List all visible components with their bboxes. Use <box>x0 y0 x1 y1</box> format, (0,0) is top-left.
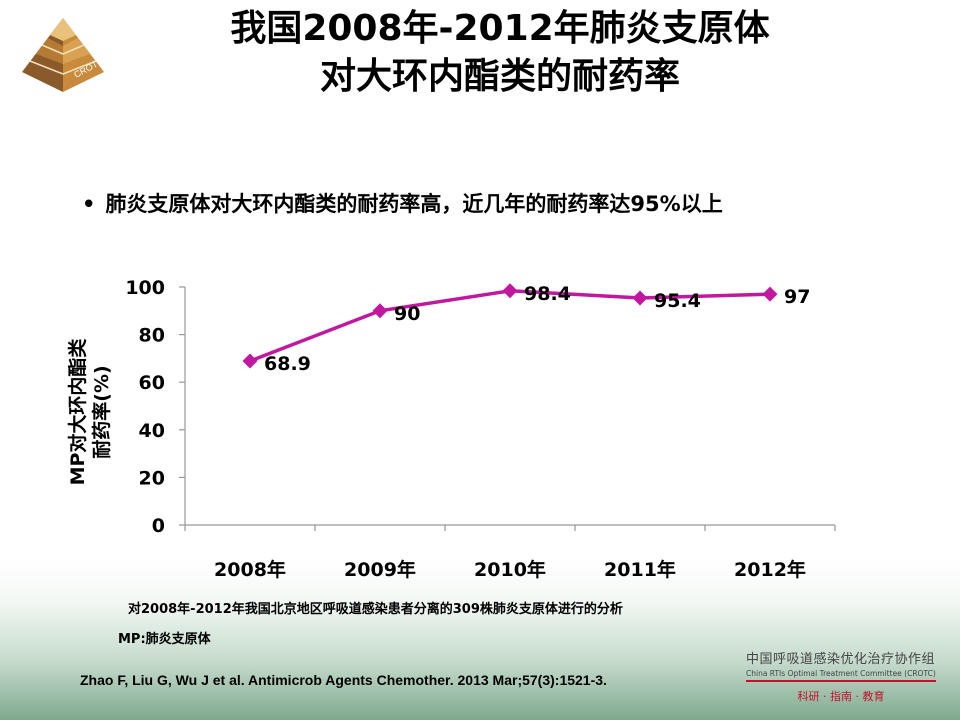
data-label: 68.9 <box>264 353 311 375</box>
data-label: 90 <box>394 303 420 325</box>
x-tick-label: 2009年 <box>344 558 416 581</box>
x-tick-label: 2010年 <box>474 558 546 581</box>
abbreviation-note: MP:肺炎支原体 <box>118 632 211 647</box>
bullet-point: • 肺炎支原体对大环内酯类的耐药率高，近几年的耐药率达95%以上 <box>82 188 723 218</box>
x-tick-label: 2011年 <box>604 558 676 581</box>
y-axis-label-line1: MP对大环内酯类 <box>66 339 89 486</box>
page-title-line1: 我国2008年-2012年肺炎支原体 <box>230 8 770 49</box>
y-tick-label: 0 <box>152 515 165 537</box>
y-axis-label: MP对大环内酯类 耐药率(%) <box>66 339 113 486</box>
x-tick-label: 2012年 <box>734 558 806 581</box>
org-motto: 科研 · 指南 · 教育 <box>797 690 885 703</box>
y-tick-label: 20 <box>139 467 165 489</box>
page-title-line2: 对大环内酯类的耐药率 <box>319 56 680 97</box>
bullet-text: 肺炎支原体对大环内酯类的耐药率高，近几年的耐药率达95%以上 <box>105 192 723 216</box>
data-label: 97 <box>784 286 810 308</box>
series-resistance: 68.9 90 98.4 95.4 97 <box>242 283 810 375</box>
data-source-note: 对2008年-2012年我国北京地区呼吸道感染患者分离的309株肺炎支原体进行的… <box>128 602 623 617</box>
data-label: 98.4 <box>524 283 571 305</box>
data-point-marker <box>632 290 648 306</box>
y-tick-label: 60 <box>139 372 165 394</box>
bullet-marker: • <box>82 192 96 216</box>
data-point-marker <box>502 283 518 299</box>
data-point-marker <box>762 286 778 302</box>
y-axis-label-line2: 耐药率(%) <box>90 365 113 458</box>
org-name-cn: 中国呼吸道感染优化治疗协作组 <box>746 652 936 667</box>
y-tick-label: 100 <box>125 277 165 299</box>
x-axis: 2008年 2009年 2010年 2011年 2012年 <box>184 524 836 581</box>
y-tick-label: 40 <box>139 420 165 442</box>
data-point-marker <box>372 303 388 319</box>
x-tick-label: 2008年 <box>214 558 286 581</box>
crotc-logo: CROTC <box>22 18 106 92</box>
org-name-en: China RTIs Optimal Treatment Committee (… <box>746 669 936 682</box>
org-badge: 中国呼吸道感染优化治疗协作组 China RTIs Optimal Treatm… <box>746 648 936 704</box>
data-label: 95.4 <box>654 290 701 312</box>
y-tick-label: 80 <box>139 325 165 347</box>
data-point-marker <box>242 353 258 369</box>
reference-citation: Zhao F, Liu G, Wu J et al. Antimicrob Ag… <box>80 672 607 688</box>
y-axis: 0 20 40 60 80 100 <box>125 277 186 537</box>
